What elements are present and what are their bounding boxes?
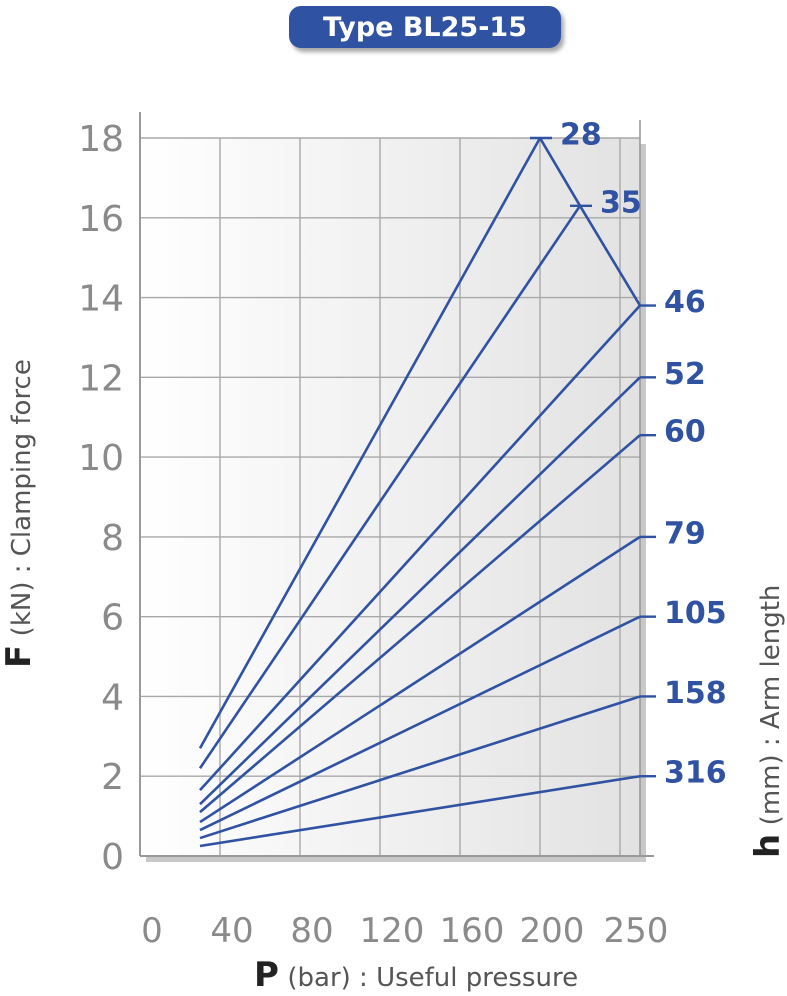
x-axis-text: (bar) : Useful pressure [287,963,578,993]
plot-area [140,138,640,856]
h-label-46: 46 [664,285,706,320]
h-label-52: 52 [664,357,706,392]
h-label-35: 35 [600,185,642,220]
h-label-28: 28 [560,118,602,153]
y-tick-label: 14 [78,279,124,320]
h-label-316: 316 [664,756,727,791]
series-layer [198,137,642,848]
x-tick-label: 250 [604,911,669,951]
y-tick-label: 2 [101,757,124,798]
chart-title-badge: Type BL25-15 [289,6,561,48]
y-tick-label: 4 [101,677,124,718]
y-tick-label: 8 [101,518,124,559]
y-tick-label: 18 [78,119,124,160]
y-axis-text: (kN) : Clamping force [7,359,37,636]
series-line-46 [199,304,641,792]
series-line-105 [199,615,641,832]
y-axis-title: F (kN) : Clamping force [0,359,39,668]
series-line-52 [199,376,641,806]
x-tick-label: 0 [141,911,163,951]
x-axis-symbol: P [254,955,279,995]
h-label-79: 79 [664,516,706,551]
x-tick-label: 200 [520,911,585,951]
y-axis-symbol: F [0,645,39,668]
series-line-60 [199,434,641,814]
right-axis-text: (mm) : Arm length [756,585,786,826]
right-axis-symbol: h [748,834,787,858]
x-tick-label: 160 [440,911,505,951]
h-label-105: 105 [664,596,727,631]
h-label-158: 158 [664,676,727,711]
y-tick-label: 12 [78,358,124,399]
x-tick-label: 80 [290,911,333,951]
y-tick-label: 6 [101,598,124,639]
series-line-158 [199,695,641,840]
series-line-79 [199,535,641,824]
x-axis-title: P (bar) : Useful pressure [254,955,578,995]
right-axis-title: h (mm) : Arm length [748,585,787,858]
y-tick-label: 0 [101,837,124,878]
x-tick-label: 40 [210,911,253,951]
series-line-35 [198,205,582,769]
y-tick-label: 10 [78,438,124,479]
y-tick-label: 16 [78,199,124,240]
x-tick-label: 120 [360,911,425,951]
series-line-28 [198,137,542,749]
series-line-316 [199,774,641,848]
chart-title: Type BL25-15 [323,11,527,43]
h-label-60: 60 [664,415,706,450]
axes [139,112,654,857]
